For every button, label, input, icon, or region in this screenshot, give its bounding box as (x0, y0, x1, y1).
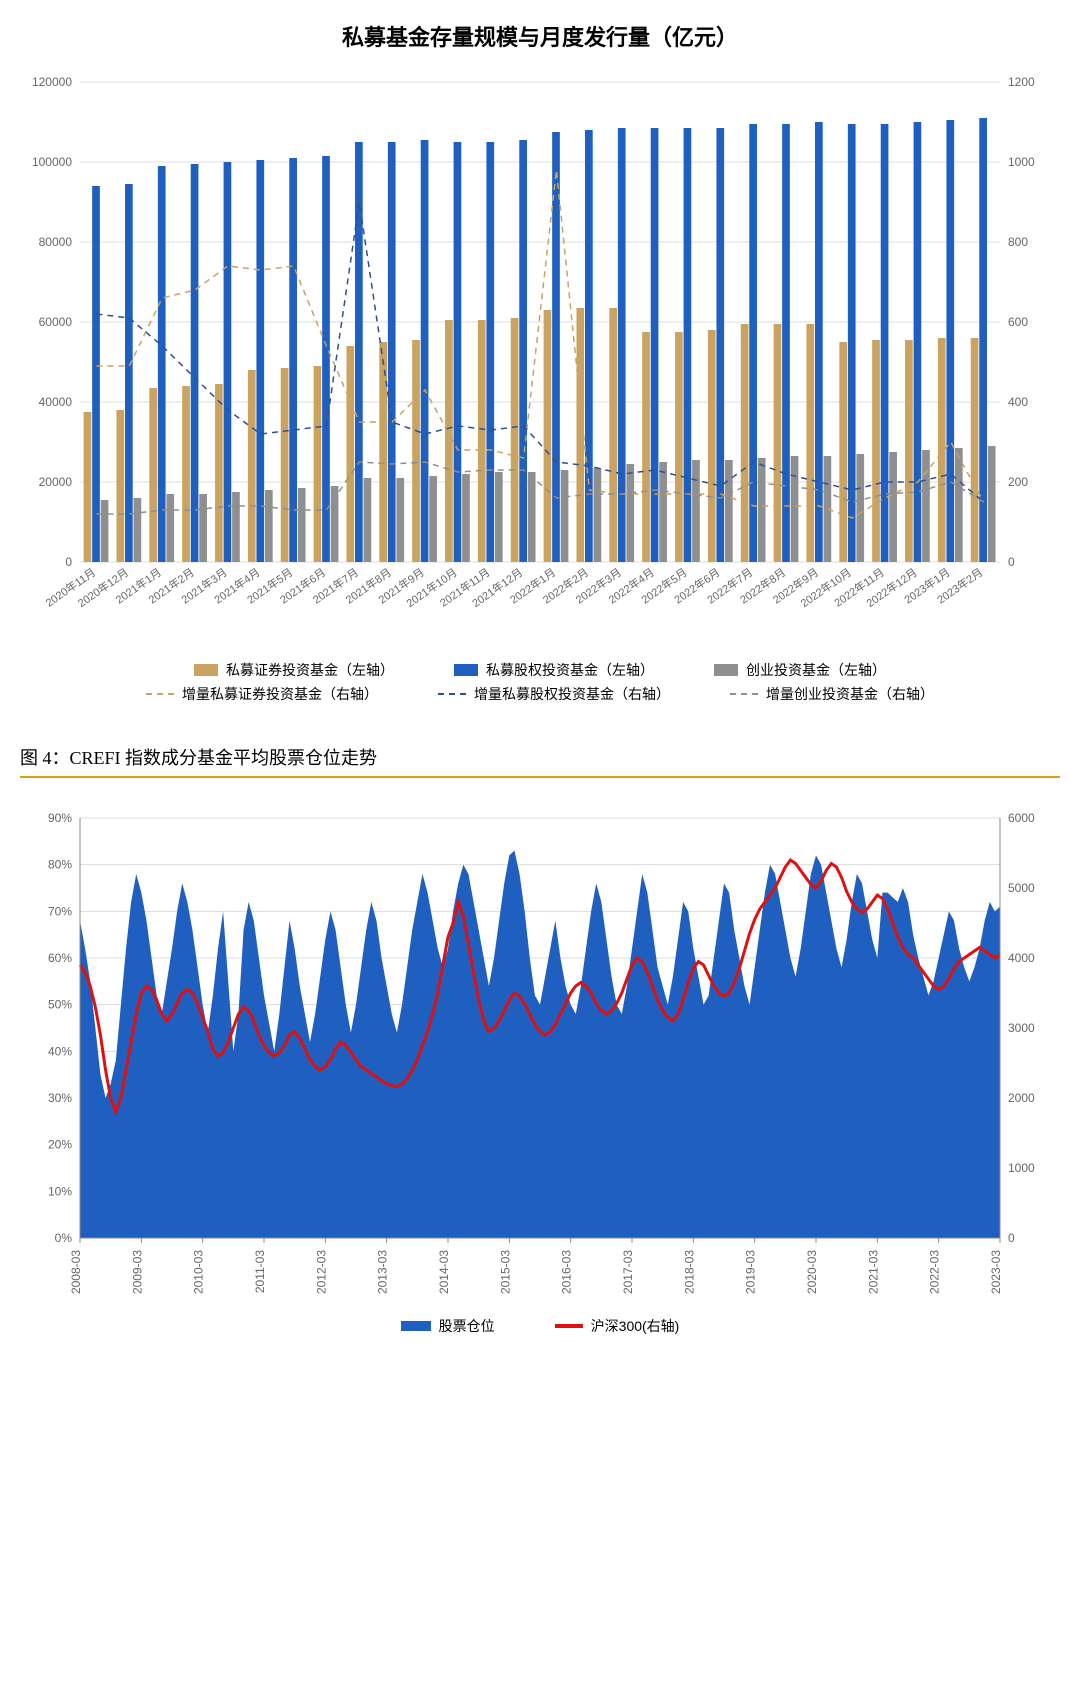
legend-item: 沪深300(右轴) (555, 1316, 680, 1336)
chart1-legend: 私募证券投资基金（左轴） 私募股权投资基金（左轴） 创业投资基金（左轴） 增量私募证… (20, 660, 1060, 704)
chart-1-container: 私募基金存量规模与月度发行量（亿元） 020000400006000080000… (20, 20, 1060, 704)
svg-text:1000: 1000 (1008, 1161, 1035, 1175)
svg-text:2020-03: 2020-03 (805, 1250, 819, 1294)
svg-text:3000: 3000 (1008, 1021, 1035, 1035)
legend-label: 私募证券投资基金（左轴） (226, 660, 394, 680)
svg-text:120000: 120000 (32, 75, 72, 89)
svg-text:800: 800 (1008, 235, 1028, 249)
legend-item: 增量创业投资基金（右轴） (730, 684, 934, 704)
legend-label: 沪深300(右轴) (591, 1316, 680, 1336)
svg-text:1200: 1200 (1008, 75, 1035, 89)
svg-text:2016-03: 2016-03 (560, 1250, 574, 1294)
svg-text:2023-03: 2023-03 (989, 1250, 1003, 1294)
svg-text:100000: 100000 (32, 155, 72, 169)
legend-label: 增量创业投资基金（右轴） (766, 684, 934, 704)
svg-text:70%: 70% (48, 904, 72, 918)
chart1-svg: 0 20000 40000 60000 80000 100000 120000 0 200 400… (20, 72, 1060, 652)
chart2-legend: 股票仓位 沪深300(右轴) (20, 1316, 1060, 1336)
svg-text:80000: 80000 (39, 235, 73, 249)
svg-text:2015-03: 2015-03 (498, 1250, 512, 1294)
svg-text:2009-03: 2009-03 (130, 1250, 144, 1294)
svg-text:2019-03: 2019-03 (744, 1250, 758, 1294)
chart2-figure-label: 图 4：CREFI 指数成分基金平均股票仓位走势 (20, 744, 1060, 770)
svg-text:2010-03: 2010-03 (192, 1250, 206, 1294)
legend-item: 创业投资基金（左轴） (714, 660, 886, 680)
svg-text:5000: 5000 (1008, 881, 1035, 895)
svg-text:2021-03: 2021-03 (866, 1250, 880, 1294)
svg-text:20000: 20000 (39, 475, 73, 489)
svg-text:6000: 6000 (1008, 811, 1035, 825)
svg-text:60000: 60000 (39, 315, 73, 329)
svg-text:0%: 0% (55, 1231, 73, 1245)
svg-text:2008-03: 2008-03 (69, 1250, 83, 1294)
legend-label: 增量私募证券投资基金（右轴） (182, 684, 378, 704)
svg-text:0: 0 (1008, 555, 1015, 569)
svg-text:200: 200 (1008, 475, 1028, 489)
svg-text:400: 400 (1008, 395, 1028, 409)
legend-item: 增量私募证券投资基金（右轴） (146, 684, 378, 704)
chart2-svg: 0% 10% 20% 30% 40% 50% 60% 70% 80% 90% 0 1000 2000 30… (20, 808, 1060, 1308)
svg-text:600: 600 (1008, 315, 1028, 329)
svg-text:30%: 30% (48, 1091, 72, 1105)
svg-text:0: 0 (65, 555, 72, 569)
svg-text:0: 0 (1008, 1231, 1015, 1245)
svg-text:1000: 1000 (1008, 155, 1035, 169)
legend-item: 私募证券投资基金（左轴） (194, 660, 394, 680)
svg-text:2017-03: 2017-03 (621, 1250, 635, 1294)
svg-text:50%: 50% (48, 998, 72, 1012)
chart-2-container: 图 4：CREFI 指数成分基金平均股票仓位走势 0% 10% 20% 30% 40% 5… (20, 744, 1060, 1336)
svg-text:2013-03: 2013-03 (376, 1250, 390, 1294)
svg-text:2014-03: 2014-03 (437, 1250, 451, 1294)
svg-text:80%: 80% (48, 858, 72, 872)
legend-label: 私募股权投资基金（左轴） (486, 660, 654, 680)
svg-text:10%: 10% (48, 1184, 72, 1198)
svg-text:90%: 90% (48, 811, 72, 825)
legend-label: 股票仓位 (439, 1316, 495, 1336)
svg-text:40%: 40% (48, 1044, 72, 1058)
svg-text:20%: 20% (48, 1138, 72, 1152)
legend-label: 创业投资基金（左轴） (746, 660, 886, 680)
svg-text:2000: 2000 (1008, 1091, 1035, 1105)
svg-text:2012-03: 2012-03 (314, 1250, 328, 1294)
legend-item: 股票仓位 (401, 1316, 495, 1336)
svg-text:4000: 4000 (1008, 951, 1035, 965)
legend-label: 增量私募股权投资基金（右轴） (474, 684, 670, 704)
gold-rule (20, 776, 1060, 778)
legend-item: 私募股权投资基金（左轴） (454, 660, 654, 680)
svg-text:40000: 40000 (39, 395, 73, 409)
svg-text:2011-03: 2011-03 (253, 1250, 267, 1293)
svg-text:60%: 60% (48, 951, 72, 965)
legend-item: 增量私募股权投资基金（右轴） (438, 684, 670, 704)
chart1-title: 私募基金存量规模与月度发行量（亿元） (20, 20, 1060, 52)
svg-text:2022-03: 2022-03 (928, 1250, 942, 1294)
svg-text:2018-03: 2018-03 (682, 1250, 696, 1294)
